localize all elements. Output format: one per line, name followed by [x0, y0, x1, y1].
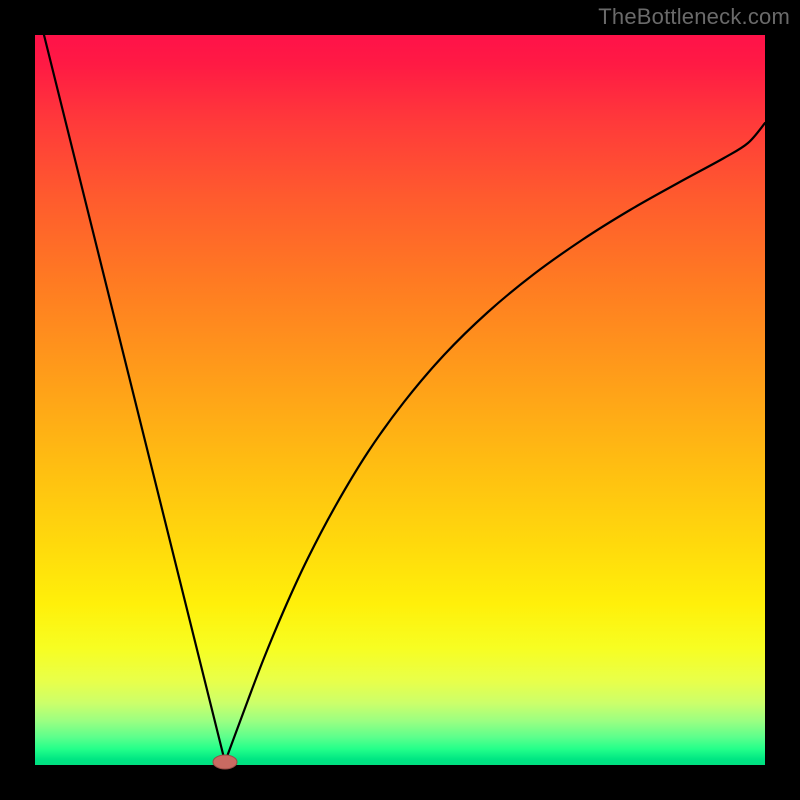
bottleneck-chart: [0, 0, 800, 800]
chart-container: TheBottleneck.com: [0, 0, 800, 800]
plot-background: [35, 35, 765, 765]
minimum-marker: [213, 755, 237, 769]
watermark-label: TheBottleneck.com: [598, 4, 790, 30]
